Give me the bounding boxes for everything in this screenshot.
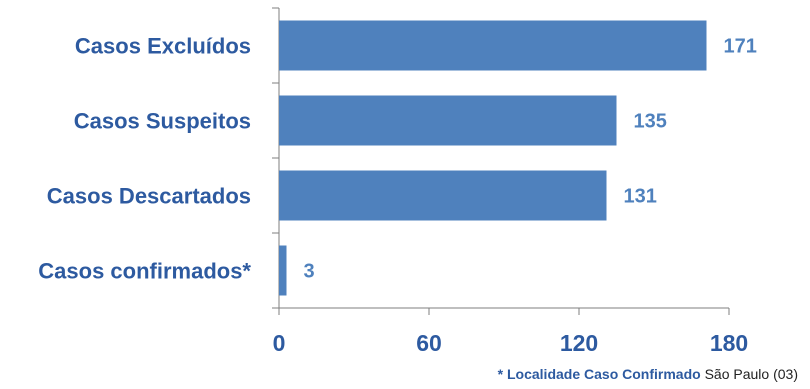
data-label: 3 (304, 261, 315, 283)
chart-footnote: * Localidade Caso Confirmado São Paulo (… (498, 366, 798, 382)
x-tick-label: 0 (273, 330, 286, 356)
category-label: Casos Suspeitos (74, 109, 251, 134)
bar (279, 170, 607, 221)
x-tick-label: 120 (560, 330, 598, 356)
category-label: Casos Excluídos (75, 34, 251, 59)
category-label: Casos Descartados (47, 184, 251, 209)
data-label: 171 (724, 36, 757, 58)
x-tick-label: 180 (710, 330, 748, 356)
bar (279, 245, 287, 296)
bar (279, 20, 707, 71)
bar (279, 95, 617, 146)
x-tick-label: 60 (416, 330, 442, 356)
data-label: 135 (634, 111, 667, 133)
data-label: 131 (624, 186, 657, 208)
footnote-prefix: * Localidade Caso Confirmado (497, 366, 701, 382)
footnote-suffix: São Paulo (03) (700, 366, 798, 382)
category-label: Casos confirmados* (38, 259, 251, 284)
